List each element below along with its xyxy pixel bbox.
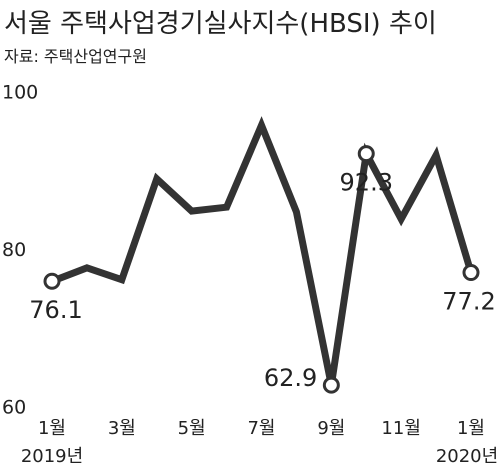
x-tick-label: 5월: [178, 418, 206, 439]
x-tick-label: 11월: [381, 418, 420, 439]
point-marker: [357, 145, 375, 163]
data-label: 77.2: [442, 288, 495, 316]
x-tick-label: 7월: [247, 418, 275, 439]
y-tick-label: 60: [2, 397, 26, 419]
data-line: [50, 116, 475, 386]
data-label: 92.3: [340, 169, 393, 197]
y-tick-label: 80: [2, 239, 26, 261]
chart-title: 서울 주택사업경기실사지수(HBSI) 추이: [4, 9, 437, 39]
point-marker: [322, 376, 340, 394]
x-year-label: 2019년: [21, 446, 83, 467]
x-tick-label: 3월: [108, 418, 136, 439]
x-tick-label: 9월: [317, 418, 345, 439]
x-year-label: 2020년: [436, 446, 498, 467]
x-tick-label: 1월: [457, 418, 485, 439]
chart-subtitle: 자료: 주택산업연구원: [4, 47, 147, 66]
point-marker: [462, 264, 480, 282]
point-marker: [43, 272, 61, 290]
y-tick-label: 100: [2, 82, 38, 104]
x-tick-label: 1월: [38, 418, 66, 439]
data-label: 62.9: [264, 364, 317, 392]
data-label: 76.1: [29, 296, 82, 324]
